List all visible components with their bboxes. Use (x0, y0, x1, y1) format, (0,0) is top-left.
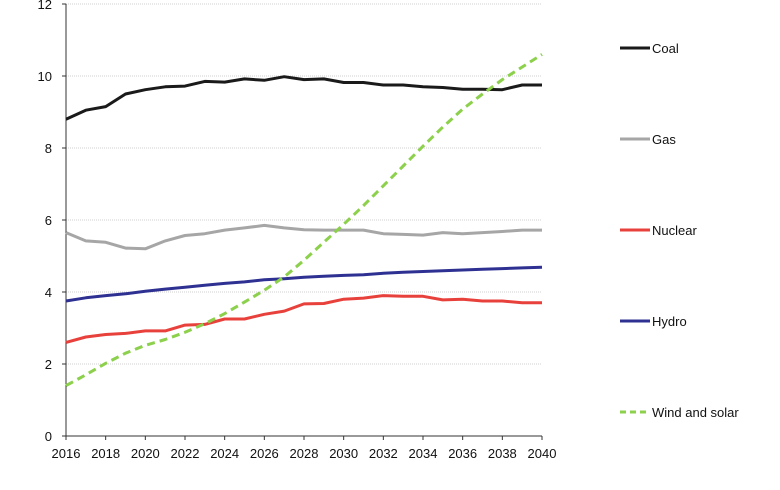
x-tick-label-2036: 2036 (448, 446, 477, 461)
x-tick-label-2018: 2018 (91, 446, 120, 461)
x-tick-label-2028: 2028 (290, 446, 319, 461)
y-tick-label-6: 6 (45, 213, 52, 228)
x-tick-label-2040: 2040 (528, 446, 557, 461)
series-line-coal (65, 75, 542, 121)
x-tick-label-2022: 2022 (171, 446, 200, 461)
legend: Coal Gas Nuclear Hydro Wind and solar (620, 41, 739, 420)
gridlines (66, 3, 542, 365)
y-axis-ticks: 0 2 4 6 8 10 12 (38, 0, 66, 444)
legend-label-coal: Coal (652, 41, 679, 56)
y-tick-label-10: 10 (38, 69, 52, 84)
series-line-nuclear (65, 294, 542, 344)
x-tick-label-2034: 2034 (409, 446, 438, 461)
x-tick-label-2016: 2016 (52, 446, 81, 461)
legend-label-nuclear: Nuclear (652, 223, 697, 238)
x-tick-label-2032: 2032 (369, 446, 398, 461)
legend-label-gas: Gas (652, 132, 676, 147)
y-tick-label-8: 8 (45, 141, 52, 156)
x-tick-label-2030: 2030 (329, 446, 358, 461)
x-tick-label-2038: 2038 (488, 446, 517, 461)
x-tick-label-2024: 2024 (210, 446, 239, 461)
x-axis-ticks: 2016 2018 2020 2022 2024 2026 2028 2030 2032 2034… (52, 436, 557, 461)
y-tick-label-4: 4 (45, 285, 52, 300)
x-tick-label-2020: 2020 (131, 446, 160, 461)
series-line-gas (65, 223, 542, 251)
series-lines (65, 53, 543, 387)
legend-label-wind-and-solar: Wind and solar (652, 405, 739, 420)
legend-label-hydro: Hydro (652, 314, 687, 329)
x-tick-label-2026: 2026 (250, 446, 279, 461)
y-tick-label-0: 0 (45, 429, 52, 444)
series-line-hydro (65, 265, 543, 303)
y-tick-label-12: 12 (38, 0, 52, 12)
y-tick-label-2: 2 (45, 357, 52, 372)
